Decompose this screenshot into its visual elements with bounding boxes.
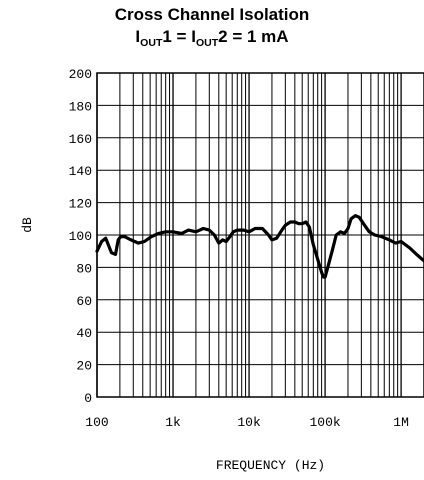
chart-title: Cross Channel Isolation: [114, 5, 310, 24]
y-tick-label: 120: [69, 197, 92, 212]
subtitle-subscript: OUT: [140, 36, 163, 49]
subtitle-part: I: [135, 27, 141, 46]
subtitle-part: 2 = 1 mA: [218, 27, 289, 46]
y-tick-label: 100: [69, 229, 92, 244]
chart-title-block: Cross Channel Isolation IOUT1 = IOUT2 = …: [0, 4, 424, 50]
x-tick-label: 10k: [237, 415, 261, 430]
y-tick-label: 180: [69, 99, 92, 114]
x-tick-label: 1M: [393, 415, 409, 430]
tick-labels: 0 20 40 60 80 100 120 140 160 180 200 100 1k 10k 100k 1…: [69, 67, 409, 430]
y-tick-label: 80: [76, 261, 92, 276]
x-tick-label: 100k: [309, 415, 340, 430]
y-tick-label: 20: [76, 359, 92, 374]
plot-frame: [96, 72, 424, 398]
subtitle-subscript: OUT: [195, 36, 219, 49]
subtitle-part: 1 = I: [162, 27, 196, 46]
y-tick-label: 140: [69, 164, 92, 179]
y-tick-label: 40: [76, 326, 92, 341]
y-tick-label: 200: [69, 67, 92, 82]
chart-subtitle: IOUT1 = IOUT2 = 1 mA: [0, 26, 424, 50]
y-tick-label: 160: [69, 132, 92, 147]
y-tick-label: 60: [76, 294, 92, 309]
x-axis-label: FREQUENCY (Hz): [216, 458, 325, 473]
y-tick-label: 0: [84, 391, 92, 406]
series-line: [95, 214, 424, 279]
x-tick-label: 1k: [165, 415, 181, 430]
x-tick-label: 100: [85, 415, 108, 430]
y-axis-label: dB: [20, 217, 35, 233]
series-layer: [95, 214, 424, 279]
